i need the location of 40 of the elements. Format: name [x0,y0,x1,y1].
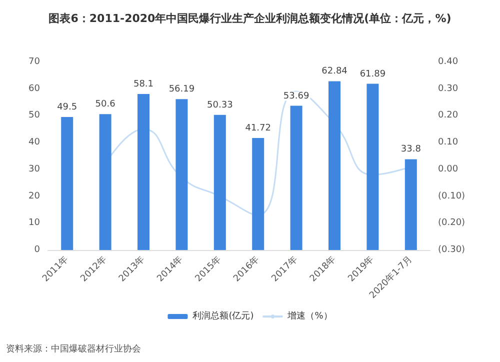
y-tick-label: 40 [28,138,40,148]
y2-tick-label: 0.30 [438,84,458,94]
chart-title: 图表6：2011-2020年中国民爆行业生产企业利润总额变化情况(单位：亿元，%) [48,12,452,25]
bar [176,99,188,250]
legend-label: 增速（%） [286,310,332,322]
y-tick-label: 50 [28,110,40,121]
bar [252,138,264,250]
y2-tick-label: 0.40 [438,57,458,67]
bar [328,81,340,250]
data-label: 61.89 [360,69,386,80]
bar [214,114,226,250]
data-label: 56.19 [168,84,195,95]
y-tick-label: 20 [28,191,40,202]
y2-tick-label: (0.30) [438,245,466,255]
y-tick-label: 0 [34,245,40,255]
text: 资料来源：中国爆破器材行业协会 [6,344,141,354]
data-label: 58.1 [133,79,154,90]
bar [99,114,112,250]
y2-tick-label: 0.00 [438,164,458,174]
y2-tick-label: (0.10) [438,191,466,202]
data-label: 49.5 [57,102,78,113]
y2-tick-label: (0.20) [438,218,466,228]
data-label: 41.72 [245,123,271,134]
data-label: 53.69 [283,91,310,102]
data-label: 62.84 [322,66,348,77]
bar [290,106,302,250]
y-tick-label: 30 [28,164,40,174]
y2-tick-label: 0.10 [438,138,458,148]
bar [366,84,379,250]
bar [404,159,417,250]
data-label: 33.8 [400,144,422,155]
legend-label: 利润总额(亿元) [192,310,254,322]
data-label: 50.6 [95,100,116,110]
y2-tick-label: 0.20 [438,110,458,121]
bar [61,117,74,250]
y-tick-label: 10 [28,218,40,228]
y-tick-label: 70 [28,57,40,67]
y-tick-label: 60 [28,84,40,94]
data-label: 50.33 [207,100,233,110]
bar [138,94,150,250]
